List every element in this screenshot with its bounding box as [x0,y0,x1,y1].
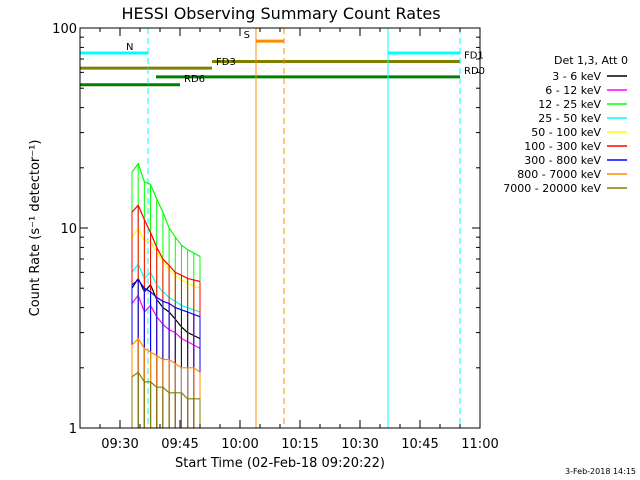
legend-label-8: 7000 - 20000 keV [503,182,601,195]
legend-title: Det 1,3, Att 0 [554,54,628,67]
footer-timestamp: 3-Feb-2018 14:15 [565,467,636,476]
x-tick-label-1: 09:45 [161,437,198,452]
legend-label-5: 100 - 300 keV [524,140,601,153]
x-tick-label-4: 10:30 [341,437,378,452]
legend-label-1: 6 - 12 keV [545,84,601,97]
legend-label-3: 25 - 50 keV [538,112,601,125]
legend-label-4: 50 - 100 keV [531,126,601,139]
interval-lines [79,28,461,428]
plot-frame [79,27,481,429]
series-line-8 [131,371,200,400]
flag-label-fd1: FD1 [464,50,484,61]
legend-label-6: 300 - 800 keV [524,154,601,167]
series-line-1 [131,294,201,349]
x-axis-label: Start Time (02-Feb-18 09:20:22) [175,456,385,471]
x-tick-label-0: 09:30 [101,437,138,452]
data-series [131,162,201,428]
series-line-2 [131,162,201,258]
legend-label-0: 3 - 6 keV [552,70,601,83]
series-line-3 [131,262,201,313]
y-axis-label: Count Rate (s⁻¹ detector⁻¹) [28,140,43,317]
series-line-0 [131,277,201,340]
legend-label-7: 800 - 7000 keV [517,168,601,181]
x-tick-label-6: 11:00 [461,437,498,452]
series-line-4 [131,226,201,289]
flag-label-rd0: RD0 [464,66,485,77]
chart-title: HESSI Observing Summary Count Rates [121,4,440,23]
flag-label-n: N [126,42,133,53]
series-line-7 [131,337,201,373]
y-tick-label-1: 10 [60,222,77,237]
legend-label-2: 12 - 25 keV [538,98,601,111]
flag-label-fd3: FD3 [216,57,236,68]
flag-label-s: S [244,30,250,41]
axis-ticks: 09:30 09:45 10:00 10:15 10:30 10:45 11:00 1 10 10… [52,22,499,452]
series-line-5 [131,204,201,283]
x-tick-label-5: 10:45 [401,437,438,452]
x-tick-label-2: 10:00 [221,437,258,452]
x-tick-label-3: 10:15 [281,437,318,452]
series-line-6 [131,279,201,318]
flag-label-rd6: RD6 [184,74,205,85]
y-tick-label-2: 100 [52,22,77,37]
flag-bars: N S FD1 FD3 RD0 RD6 [80,30,485,87]
y-tick-label-0: 1 [69,422,77,437]
